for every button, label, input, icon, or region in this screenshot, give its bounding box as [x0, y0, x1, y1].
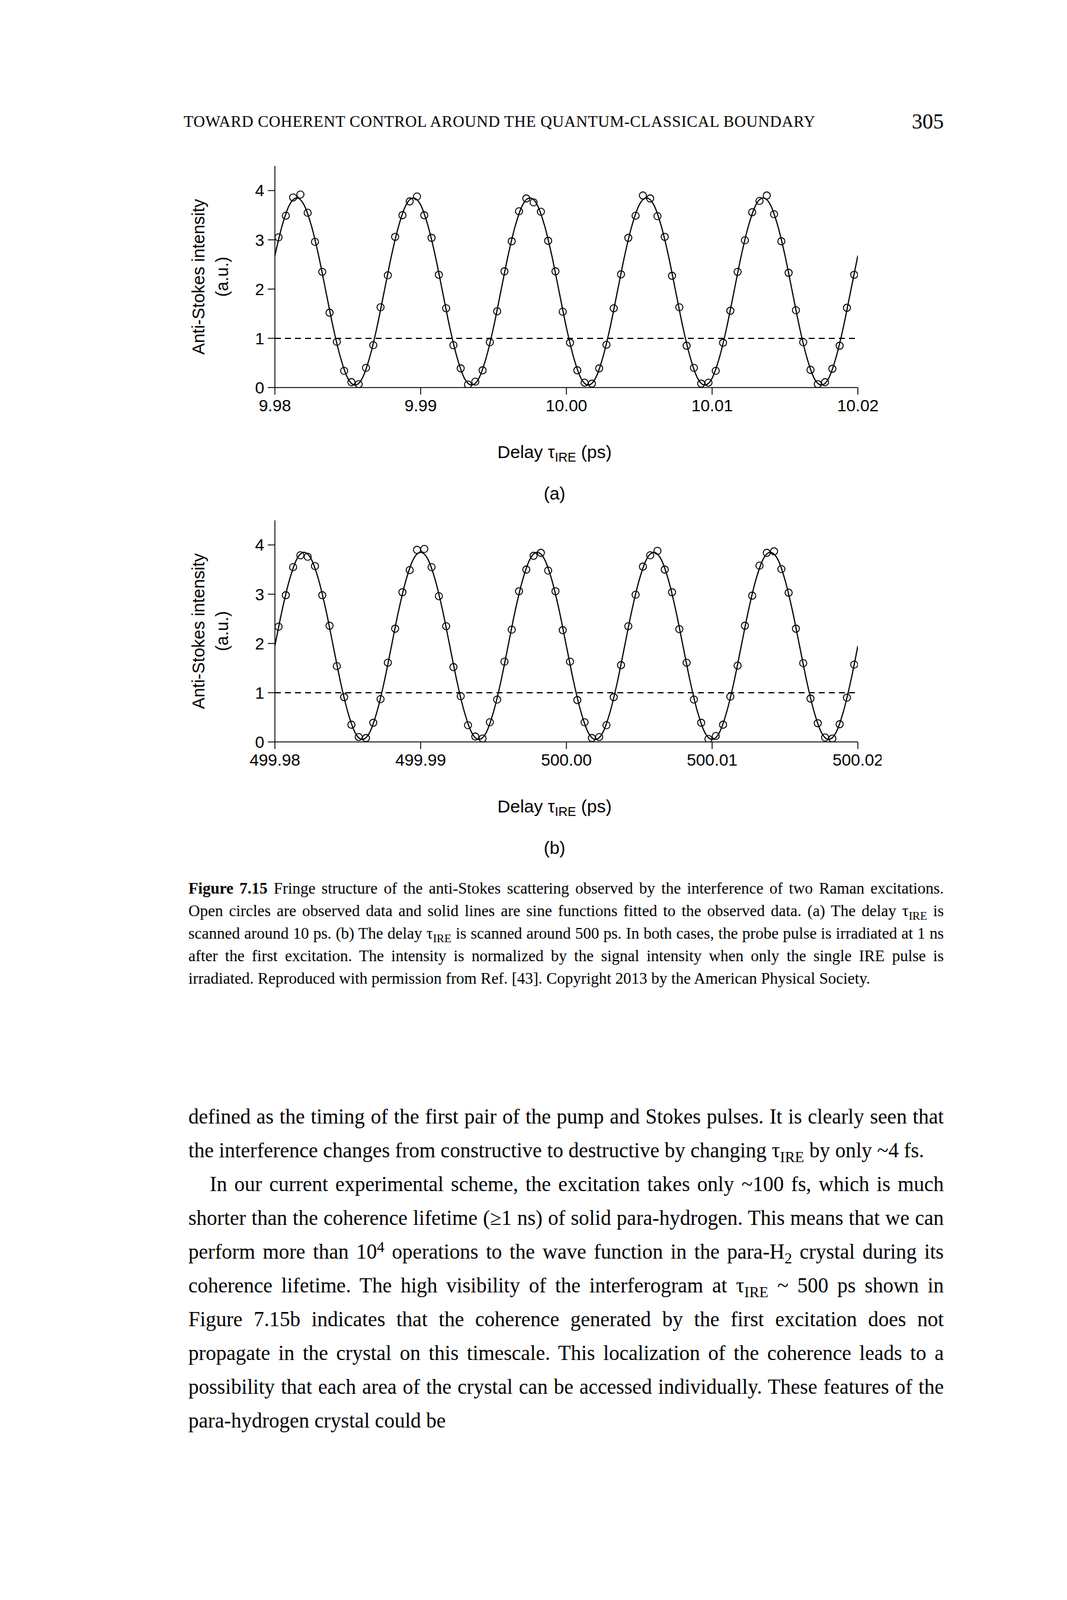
svg-text:3: 3 [254, 231, 265, 250]
svg-text:9.98: 9.98 [258, 396, 292, 415]
svg-text:2: 2 [254, 634, 265, 653]
svg-text:3: 3 [254, 585, 265, 604]
svg-text:0: 0 [254, 378, 265, 397]
html-text:(a): (a) [543, 483, 566, 503]
svg-text:0: 0 [254, 732, 265, 752]
html-text:(a.u.): (a.u.) [212, 610, 232, 651]
svg-text:10.00: 10.00 [545, 396, 588, 415]
svg-text:1: 1 [254, 683, 265, 703]
html-text:305: 305 [911, 109, 944, 134]
svg-text:10.01: 10.01 [691, 396, 733, 415]
svg-text:500.01: 500.01 [686, 750, 738, 769]
svg-text:500.00: 500.00 [540, 750, 592, 769]
html-text:In our current experimental sc: In our current experimental scheme, the … [188, 1172, 944, 1264]
html-text:defined as the timing of the f: defined as the timing of the first pair … [188, 1104, 944, 1165]
html-text:Delay τIRE(ps): Delay τIRE(ps) [497, 441, 612, 465]
html-text:4operations to the wave functi: 4operations to the wave function in the … [188, 1238, 944, 1432]
html-text:Anti-Stokes intensity: Anti-Stokes intensity [188, 553, 208, 709]
html-text:Figure 7.15 Fringe structure o: Figure 7.15 Fringe structure of the anti… [188, 879, 944, 988]
html-text:TOWARD COHERENT CONTROL AROUND: TOWARD COHERENT CONTROL AROUND THE QUANT… [183, 112, 816, 131]
svg-text:1: 1 [254, 329, 265, 348]
svg-text:4: 4 [254, 181, 265, 200]
svg-text:9.99: 9.99 [404, 396, 438, 415]
svg-text:2: 2 [254, 280, 265, 299]
html-text:(b): (b) [543, 837, 566, 858]
svg-text:500.02: 500.02 [832, 750, 882, 769]
svg-text:499.99: 499.99 [395, 750, 447, 769]
html-text:Anti-Stokes intensity: Anti-Stokes intensity [188, 198, 208, 355]
svg-text:10.02: 10.02 [837, 396, 879, 415]
html-text:Delay τIRE(ps): Delay τIRE(ps) [497, 796, 612, 820]
svg-text:4: 4 [254, 535, 265, 554]
html-text:(a.u.): (a.u.) [212, 256, 232, 297]
svg-text:499.98: 499.98 [249, 750, 301, 769]
